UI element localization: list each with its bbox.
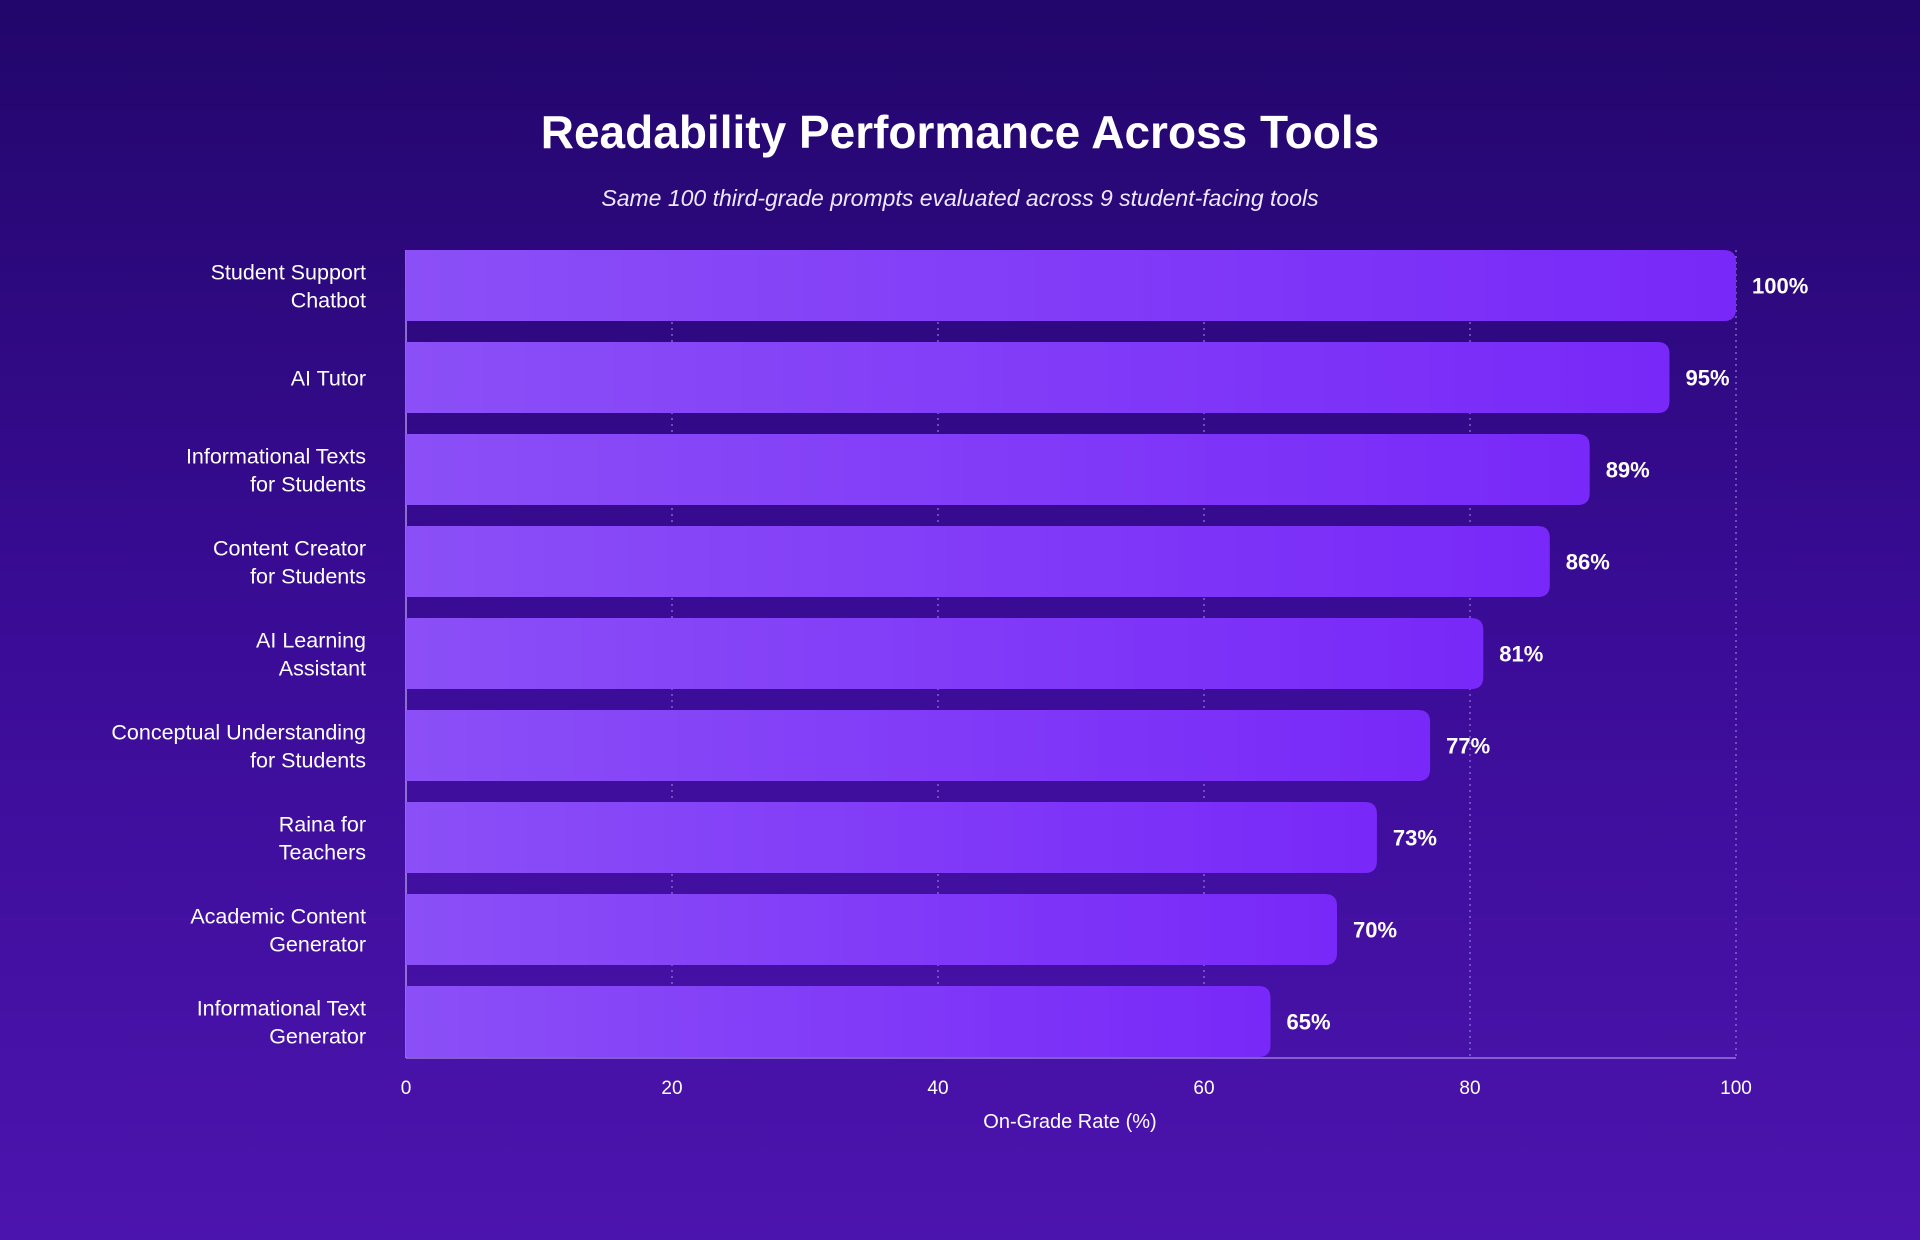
category-labels: Student Support Chatbot AI Tutor Informatio… (111, 261, 366, 1049)
category-label: Raina for Teachers (279, 813, 366, 865)
x-tick-label: 80 (1459, 1078, 1480, 1099)
bar (406, 802, 1377, 873)
category-label: Conceptual Understanding for Students (111, 721, 366, 773)
bar (406, 894, 1337, 965)
category-label: Informational Text Generator (197, 997, 366, 1049)
category-label: AI Learning Assistant (256, 629, 366, 681)
bar (406, 434, 1590, 505)
category-label: AI Tutor (291, 367, 366, 391)
category-label: Informational Texts for Students (186, 445, 366, 497)
bar (406, 710, 1431, 781)
x-tick-label: 100 (1720, 1078, 1752, 1099)
bar (406, 618, 1484, 689)
value-label: 81% (1499, 642, 1543, 667)
chart-title: Readability Performance Across Tools (541, 106, 1380, 158)
x-tick-label: 40 (927, 1078, 948, 1099)
value-label: 65% (1287, 1010, 1331, 1035)
chart-subtitle: Same 100 third-grade prompts evaluated a… (601, 185, 1319, 211)
value-label: 100% (1752, 274, 1808, 299)
x-axis-ticks: 0 20 40 60 80 100 (401, 1078, 1752, 1099)
bar (406, 250, 1736, 321)
x-tick-label: 60 (1193, 1078, 1214, 1099)
value-label: 89% (1606, 458, 1650, 483)
value-label: 70% (1353, 918, 1397, 943)
value-label: 73% (1393, 826, 1437, 851)
bar (406, 986, 1271, 1057)
bar (406, 342, 1670, 413)
bar (406, 526, 1550, 597)
value-label: 95% (1686, 366, 1730, 391)
x-tick-label: 0 (401, 1078, 412, 1099)
value-labels: 100% 95% 89% 86% 81% 77% 73% 70% 65% (1287, 274, 1809, 1035)
x-tick-label: 20 (661, 1078, 682, 1099)
category-label: Academic Content Generator (190, 905, 366, 957)
category-label: Content Creator for Students (213, 537, 366, 589)
category-label: Student Support Chatbot (211, 261, 366, 313)
bars (406, 250, 1736, 1057)
value-label: 77% (1446, 734, 1490, 759)
x-axis-title: On-Grade Rate (%) (983, 1111, 1156, 1133)
value-label: 86% (1566, 550, 1610, 575)
